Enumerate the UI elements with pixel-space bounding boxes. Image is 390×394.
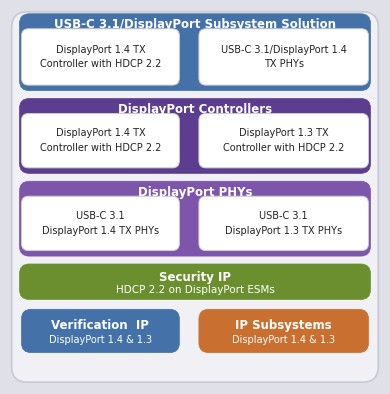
- Text: DisplayPort Controllers: DisplayPort Controllers: [118, 103, 272, 116]
- FancyBboxPatch shape: [199, 113, 369, 168]
- Text: DisplayPort 1.4 & 1.3: DisplayPort 1.4 & 1.3: [49, 335, 152, 345]
- Text: DisplayPort PHYs: DisplayPort PHYs: [138, 186, 252, 199]
- FancyBboxPatch shape: [20, 264, 370, 299]
- FancyBboxPatch shape: [20, 98, 370, 173]
- Text: HDCP 2.2 on DisplayPort ESMs: HDCP 2.2 on DisplayPort ESMs: [115, 284, 275, 294]
- FancyBboxPatch shape: [199, 196, 369, 251]
- Text: IP Subsystems: IP Subsystems: [236, 319, 332, 332]
- FancyBboxPatch shape: [21, 196, 179, 251]
- Text: DisplayPort 1.4 TX
Controller with HDCP 2.2: DisplayPort 1.4 TX Controller with HDCP …: [40, 128, 161, 153]
- FancyBboxPatch shape: [21, 113, 179, 168]
- Text: USB-C 3.1
DisplayPort 1.3 TX PHYs: USB-C 3.1 DisplayPort 1.3 TX PHYs: [225, 211, 342, 236]
- Text: DisplayPort 1.4 TX
Controller with HDCP 2.2: DisplayPort 1.4 TX Controller with HDCP …: [40, 45, 161, 69]
- Text: DisplayPort 1.4 & 1.3: DisplayPort 1.4 & 1.3: [232, 335, 335, 345]
- Text: DisplayPort 1.3 TX
Controller with HDCP 2.2: DisplayPort 1.3 TX Controller with HDCP …: [223, 128, 344, 153]
- Text: USB-C 3.1/DisplayPort Subsystem Solution: USB-C 3.1/DisplayPort Subsystem Solution: [54, 19, 336, 31]
- FancyBboxPatch shape: [21, 29, 179, 85]
- FancyBboxPatch shape: [199, 309, 369, 353]
- FancyBboxPatch shape: [20, 181, 370, 256]
- FancyBboxPatch shape: [21, 309, 179, 353]
- Text: USB-C 3.1/DisplayPort 1.4
TX PHYs: USB-C 3.1/DisplayPort 1.4 TX PHYs: [221, 45, 347, 69]
- FancyBboxPatch shape: [199, 29, 369, 85]
- Text: Security IP: Security IP: [159, 271, 231, 284]
- Text: USB-C 3.1
DisplayPort 1.4 TX PHYs: USB-C 3.1 DisplayPort 1.4 TX PHYs: [42, 211, 159, 236]
- Text: Verification  IP: Verification IP: [51, 319, 149, 332]
- FancyBboxPatch shape: [20, 14, 370, 91]
- FancyBboxPatch shape: [12, 12, 378, 382]
